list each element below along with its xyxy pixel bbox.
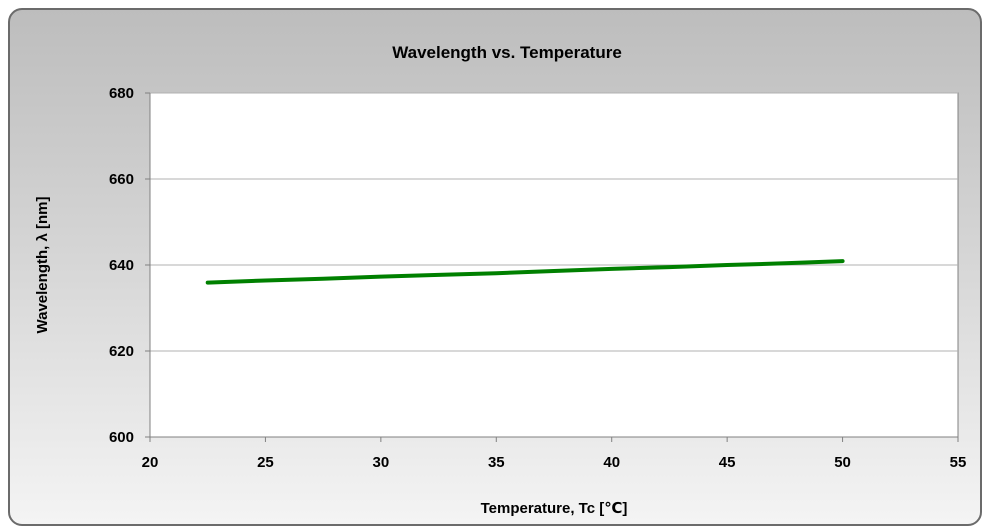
x-axis-title: Temperature, Tc [℃] — [481, 500, 628, 517]
chart-frame: Wavelength vs. Temperature 600 620 640 660 6… — [8, 8, 982, 526]
y-tick-label: 640 — [109, 257, 134, 274]
tick-labels: 600 620 640 660 680 20 25 30 35 40 45 50 55 — [109, 85, 966, 471]
x-tick-label: 50 — [834, 454, 851, 471]
x-tick-label: 40 — [603, 454, 620, 471]
y-tick-label: 600 — [109, 429, 134, 446]
x-tick-label: 45 — [719, 454, 736, 471]
series-layer — [205, 259, 845, 285]
chart-svg: Wavelength vs. Temperature 6006206406606… — [34, 43, 966, 517]
y-tick-label: 660 — [109, 171, 134, 188]
chart-title: Wavelength vs. Temperature — [392, 43, 622, 62]
y-tick-label: 680 — [109, 85, 134, 102]
x-tick-label: 25 — [257, 454, 274, 471]
x-tick-label: 30 — [373, 454, 390, 471]
x-tick-label: 20 — [142, 454, 159, 471]
gridlines — [150, 92, 958, 352]
x-tick-label: 55 — [950, 454, 967, 471]
y-tick-label: 620 — [109, 343, 134, 360]
y-axis-title: Wavelength, λ [nm] — [34, 197, 51, 334]
x-tick-label: 35 — [488, 454, 505, 471]
series-line — [205, 259, 845, 285]
axes — [145, 92, 959, 442]
